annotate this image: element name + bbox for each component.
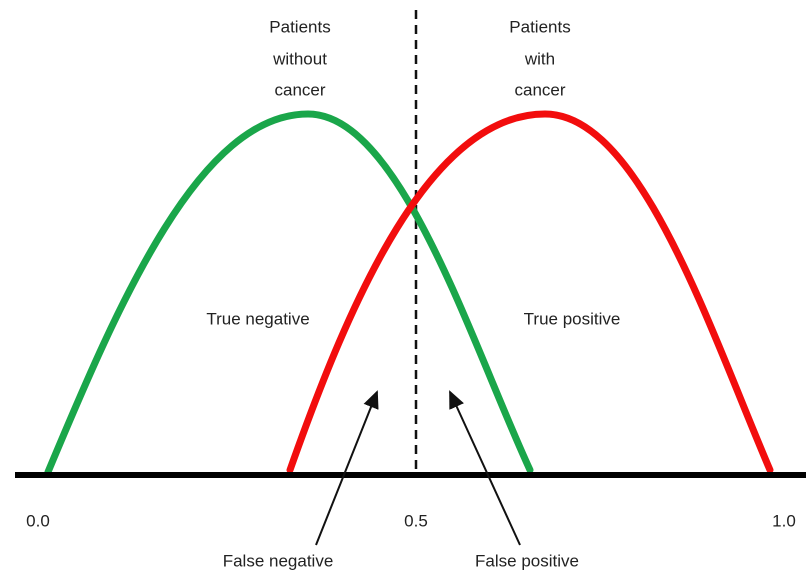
negative-curve <box>44 110 534 476</box>
group-label: cancer <box>274 80 325 99</box>
axis-tick-label: 0.0 <box>26 511 50 530</box>
arrow <box>449 390 521 546</box>
axis-tick-label: 1.0 <box>772 511 796 530</box>
group-label: without <box>272 49 327 68</box>
axis-tick-label: 0.5 <box>404 511 428 530</box>
positive-curve <box>286 110 774 474</box>
callout-label: False negative <box>223 551 334 570</box>
group-label: cancer <box>514 80 565 99</box>
arrow <box>315 390 379 546</box>
group-label: Patients <box>509 17 570 36</box>
group-label: Patients <box>269 17 330 36</box>
region-label: True positive <box>524 309 621 328</box>
group-label: with <box>524 49 555 68</box>
callout-label: False positive <box>475 551 579 570</box>
region-label: True negative <box>206 309 309 328</box>
